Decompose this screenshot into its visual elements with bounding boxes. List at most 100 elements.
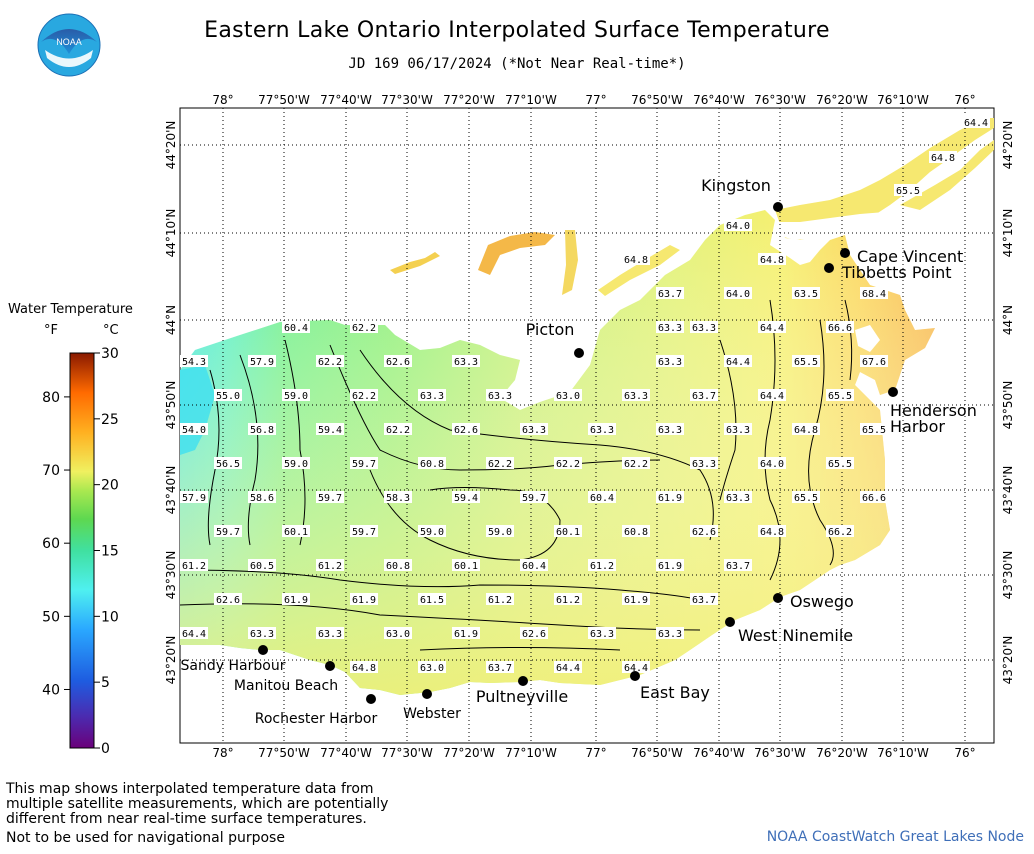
temp-reading: 62.6 bbox=[386, 357, 410, 368]
temp-label-bg bbox=[656, 355, 684, 367]
place-marker bbox=[574, 348, 584, 358]
temp-reading: 63.3 bbox=[658, 357, 682, 368]
temp-label-bg bbox=[656, 627, 684, 639]
adolphus-reach bbox=[598, 245, 680, 296]
temp-label-bg bbox=[384, 627, 412, 639]
c-tick-label: 15 bbox=[101, 544, 119, 560]
temp-reading: 64.4 bbox=[760, 323, 784, 334]
lon-label: 77°30'W bbox=[381, 93, 433, 107]
temp-reading: 55.0 bbox=[216, 391, 240, 402]
temp-label-bg bbox=[316, 491, 344, 503]
place-marker bbox=[366, 694, 376, 704]
place-name: Manitou Beach bbox=[234, 678, 338, 694]
temp-label-bg bbox=[792, 491, 820, 503]
fahrenheit-scale: 80 70 60 50 40 bbox=[42, 390, 70, 698]
temp-label-bg bbox=[724, 219, 752, 231]
temp-reading: 60.4 bbox=[284, 323, 308, 334]
footer-warning: Not to be used for navigational purpose bbox=[6, 830, 285, 846]
map-subtitle: JD 169 06/17/2024 (*Not Near Real-time*) bbox=[348, 56, 686, 72]
temp-label-bg bbox=[248, 559, 276, 571]
temp-label-bg bbox=[656, 287, 684, 299]
temp-reading: 59.4 bbox=[454, 493, 478, 504]
temp-label-bg bbox=[656, 559, 684, 571]
temp-reading: 62.2 bbox=[488, 459, 512, 470]
temp-label-bg bbox=[656, 423, 684, 435]
temp-label-bg bbox=[316, 559, 344, 571]
temp-label-bg bbox=[248, 423, 276, 435]
c-tick-label: 5 bbox=[101, 675, 110, 691]
f-tick-label: 80 bbox=[42, 390, 60, 406]
temp-reading: 59.4 bbox=[318, 425, 342, 436]
temp-label-bg bbox=[282, 593, 310, 605]
temp-reading: 59.0 bbox=[420, 527, 444, 538]
temp-reading: 63.0 bbox=[556, 391, 580, 402]
f-tick-label: 40 bbox=[42, 682, 60, 698]
temp-reading: 63.3 bbox=[726, 493, 750, 504]
lat-label: 43°20'N bbox=[164, 636, 178, 685]
latitude-labels-right: 44°20'N 44°10'N 44°N 43°50'N 43°40'N 43°30'N 4… bbox=[1001, 121, 1015, 685]
temp-reading: 61.2 bbox=[318, 561, 342, 572]
temp-label-bg bbox=[248, 355, 276, 367]
temp-reading: 61.9 bbox=[284, 595, 308, 606]
north-channel-islets bbox=[390, 252, 440, 274]
lon-label: 76°40'W bbox=[693, 93, 745, 107]
temp-reading: 64.8 bbox=[624, 255, 648, 266]
temp-reading: 57.9 bbox=[250, 357, 274, 368]
lat-label: 44°N bbox=[164, 305, 178, 335]
footer-note-line-2: multiple satellite measurements, which a… bbox=[6, 796, 389, 812]
temp-reading: 63.3 bbox=[692, 323, 716, 334]
temp-label-bg bbox=[826, 525, 854, 537]
temp-reading: 63.3 bbox=[658, 629, 682, 640]
temp-label-bg bbox=[588, 491, 616, 503]
temp-reading: 68.4 bbox=[862, 289, 886, 300]
lon-label: 76°10'W bbox=[877, 746, 929, 760]
temp-label-bg bbox=[384, 355, 412, 367]
temp-reading: 63.3 bbox=[454, 357, 478, 368]
lon-label: 76°20'W bbox=[816, 93, 868, 107]
place-name: West Ninemile bbox=[738, 626, 853, 645]
temp-label-bg bbox=[350, 457, 378, 469]
temp-reading: 59.7 bbox=[216, 527, 240, 538]
temp-label-bg bbox=[724, 287, 752, 299]
place-marker bbox=[518, 676, 528, 686]
lon-label: 76°30'W bbox=[754, 746, 806, 760]
temp-reading: 64.8 bbox=[794, 425, 818, 436]
temp-label-bg bbox=[724, 355, 752, 367]
temp-label-bg bbox=[486, 457, 514, 469]
temp-reading: 63.3 bbox=[250, 629, 274, 640]
lon-label: 77° bbox=[585, 746, 606, 760]
place-marker bbox=[824, 263, 834, 273]
temp-reading: 61.9 bbox=[352, 595, 376, 606]
place-name: Picton bbox=[526, 320, 575, 339]
temp-reading: 63.7 bbox=[692, 391, 716, 402]
lon-label: 76°30'W bbox=[754, 93, 806, 107]
temp-reading: 59.0 bbox=[488, 527, 512, 538]
temp-reading: 63.5 bbox=[794, 289, 818, 300]
c-tick-label: 20 bbox=[101, 478, 119, 494]
temp-reading: 60.1 bbox=[556, 527, 580, 538]
temp-reading: 62.2 bbox=[386, 425, 410, 436]
temp-label-bg bbox=[180, 491, 208, 503]
temp-label-bg bbox=[554, 457, 582, 469]
lat-label: 43°30'N bbox=[1001, 551, 1015, 600]
temp-label-bg bbox=[588, 559, 616, 571]
temp-reading: 62.2 bbox=[352, 323, 376, 334]
temp-label-bg bbox=[316, 355, 344, 367]
temp-label-bg bbox=[690, 457, 718, 469]
temp-label-bg bbox=[826, 389, 854, 401]
temp-label-bg bbox=[350, 661, 378, 673]
temp-reading: 58.3 bbox=[386, 493, 410, 504]
temp-reading: 59.0 bbox=[284, 459, 308, 470]
temp-label-bg bbox=[214, 389, 242, 401]
temp-reading: 63.3 bbox=[692, 459, 716, 470]
temp-label-bg bbox=[554, 389, 582, 401]
temp-reading: 60.4 bbox=[522, 561, 546, 572]
temp-label-bg bbox=[622, 457, 650, 469]
temp-reading: 54.3 bbox=[182, 357, 206, 368]
temp-label-bg bbox=[350, 389, 378, 401]
legend-unit-c: °C bbox=[103, 323, 119, 338]
temp-label-bg bbox=[520, 559, 548, 571]
lon-label: 78° bbox=[212, 93, 233, 107]
longitude-labels-top: 78° 77°50'W 77°40'W 77°30'W 77°20'W 77°10'W 77… bbox=[212, 93, 975, 107]
temp-label-bg bbox=[214, 525, 242, 537]
